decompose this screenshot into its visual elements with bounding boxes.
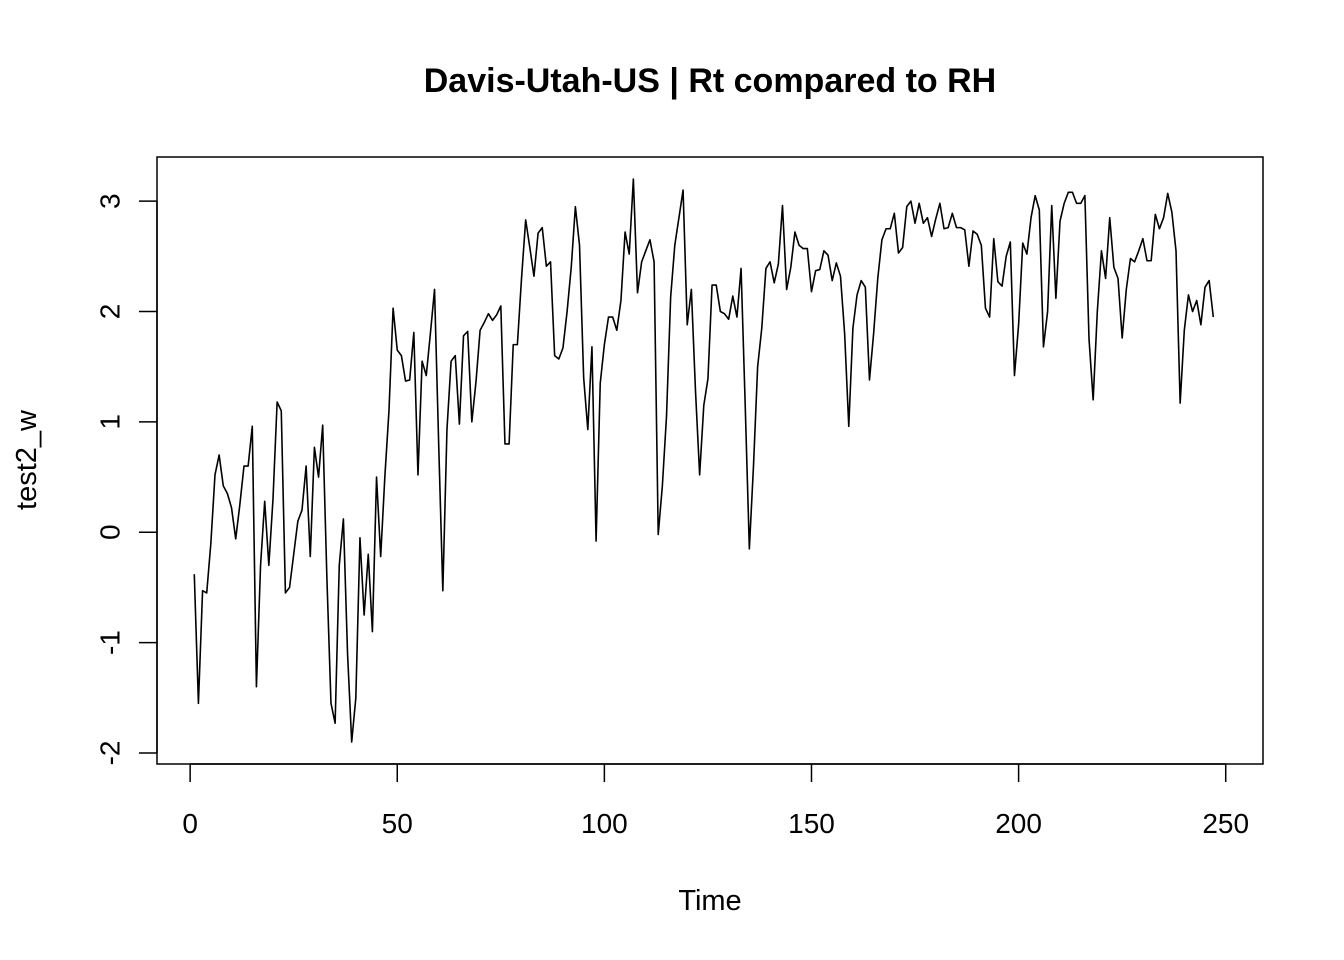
y-axis-label: test2_w: [11, 409, 43, 510]
x-tick-label: 200: [995, 808, 1042, 839]
x-tick-label: 50: [382, 808, 413, 839]
y-tick-label: 2: [95, 304, 126, 320]
series-line: [194, 179, 1213, 742]
y-tick-label: -1: [95, 630, 126, 655]
y-tick-label: -2: [95, 741, 126, 766]
x-axis: 0 50 100 150 200 250: [182, 764, 1249, 839]
y-axis: -2 -1 0 1 2 3: [95, 193, 158, 765]
y-tick-label: 0: [95, 524, 126, 540]
x-tick-label: 250: [1202, 808, 1249, 839]
x-axis-label: Time: [678, 885, 741, 917]
y-tick-label: 1: [95, 414, 126, 430]
x-tick-label: 100: [581, 808, 628, 839]
x-tick-label: 150: [788, 808, 835, 839]
chart-title: Davis-Utah-US | Rt compared to RH: [424, 62, 996, 100]
y-tick-label: 3: [95, 193, 126, 209]
x-tick-label: 0: [182, 808, 198, 839]
